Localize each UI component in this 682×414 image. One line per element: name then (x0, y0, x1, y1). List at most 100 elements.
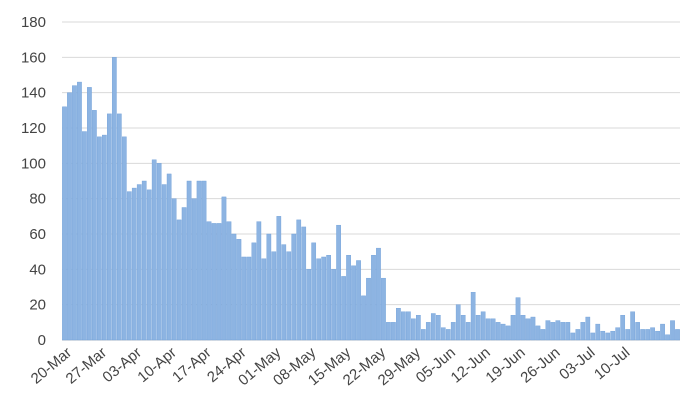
bar (386, 322, 391, 341)
bar (420, 329, 426, 341)
bar (102, 134, 107, 341)
bar (126, 191, 132, 341)
bar (341, 276, 346, 341)
bar (645, 329, 650, 341)
bar (316, 258, 322, 341)
bar (361, 295, 366, 341)
bar (510, 315, 516, 341)
bar (201, 180, 207, 341)
bar (301, 226, 307, 341)
bar (181, 207, 187, 341)
bar (600, 330, 606, 341)
bar (411, 318, 416, 341)
y-axis-ticks: 0 20 40 60 80 100 120 140 160 180 (21, 14, 46, 349)
y-tick-label: 80 (29, 191, 46, 208)
bar (660, 323, 665, 341)
bar (141, 180, 147, 341)
x-axis-ticks: 20-Mar27-Mar03-Apr10-Apr17-Apr24-Apr01-M… (28, 344, 634, 389)
bar (480, 311, 486, 341)
bar (440, 327, 446, 341)
bar (376, 247, 381, 341)
bar (291, 233, 297, 341)
y-tick-label: 100 (21, 155, 46, 172)
bar (251, 242, 257, 341)
bar (450, 322, 456, 341)
y-tick-label: 180 (21, 14, 46, 31)
bar (590, 332, 596, 341)
bar (206, 221, 212, 341)
bar (92, 110, 97, 341)
bar (371, 254, 376, 341)
bar (580, 322, 586, 341)
bar (321, 256, 326, 341)
bar (665, 334, 670, 341)
bar (670, 320, 675, 341)
bar (630, 311, 635, 341)
bar (406, 311, 411, 341)
bar (351, 265, 356, 341)
y-tick-label: 120 (21, 120, 46, 137)
bar (266, 233, 272, 341)
bar (495, 322, 501, 341)
bar (191, 198, 197, 341)
bar (575, 329, 581, 341)
bar (296, 219, 302, 341)
bar (306, 269, 312, 341)
bar (465, 322, 471, 341)
bar (445, 329, 451, 341)
bar (605, 332, 611, 341)
bar (675, 329, 680, 341)
bar (610, 330, 616, 341)
bar (121, 136, 127, 341)
bar (331, 269, 336, 341)
x-tick-label: 17-Apr (169, 344, 214, 386)
bar (650, 327, 655, 341)
bar (500, 323, 506, 341)
bar (525, 318, 531, 341)
bar (530, 316, 536, 341)
bar (62, 106, 67, 341)
bar (116, 113, 122, 341)
bar (460, 315, 466, 341)
bar (425, 322, 431, 341)
bar (625, 329, 631, 341)
bar (520, 315, 526, 341)
bar-series (62, 57, 680, 341)
x-tick-label: 03-Apr (99, 344, 144, 386)
bar (196, 180, 202, 341)
bar (565, 322, 571, 341)
bar (635, 322, 640, 341)
bar (97, 136, 102, 341)
bar (241, 256, 247, 341)
x-tick-label: 27-Mar (63, 344, 110, 388)
bar (221, 196, 227, 341)
bar (256, 221, 262, 341)
bar (585, 316, 591, 341)
x-tick-label: 10-Apr (134, 344, 179, 386)
bar (381, 277, 386, 341)
bar (455, 304, 461, 341)
bar (136, 184, 142, 341)
y-tick-label: 160 (21, 49, 46, 66)
bar (77, 81, 82, 341)
bar (356, 260, 361, 341)
bar (396, 308, 401, 341)
y-tick-label: 40 (29, 261, 46, 278)
bar (156, 163, 162, 341)
bar (435, 315, 441, 341)
bar (261, 258, 267, 341)
x-tick-label: 26-Jun (517, 344, 563, 387)
bar (87, 87, 92, 341)
bar (276, 216, 282, 341)
bar (281, 244, 287, 341)
bar (475, 315, 481, 341)
bar (186, 180, 192, 341)
bar (560, 322, 566, 341)
bar (216, 223, 222, 341)
bar (111, 57, 117, 341)
bar (615, 327, 621, 341)
bar (540, 329, 546, 341)
y-tick-label: 140 (21, 85, 46, 102)
bar (336, 224, 341, 341)
